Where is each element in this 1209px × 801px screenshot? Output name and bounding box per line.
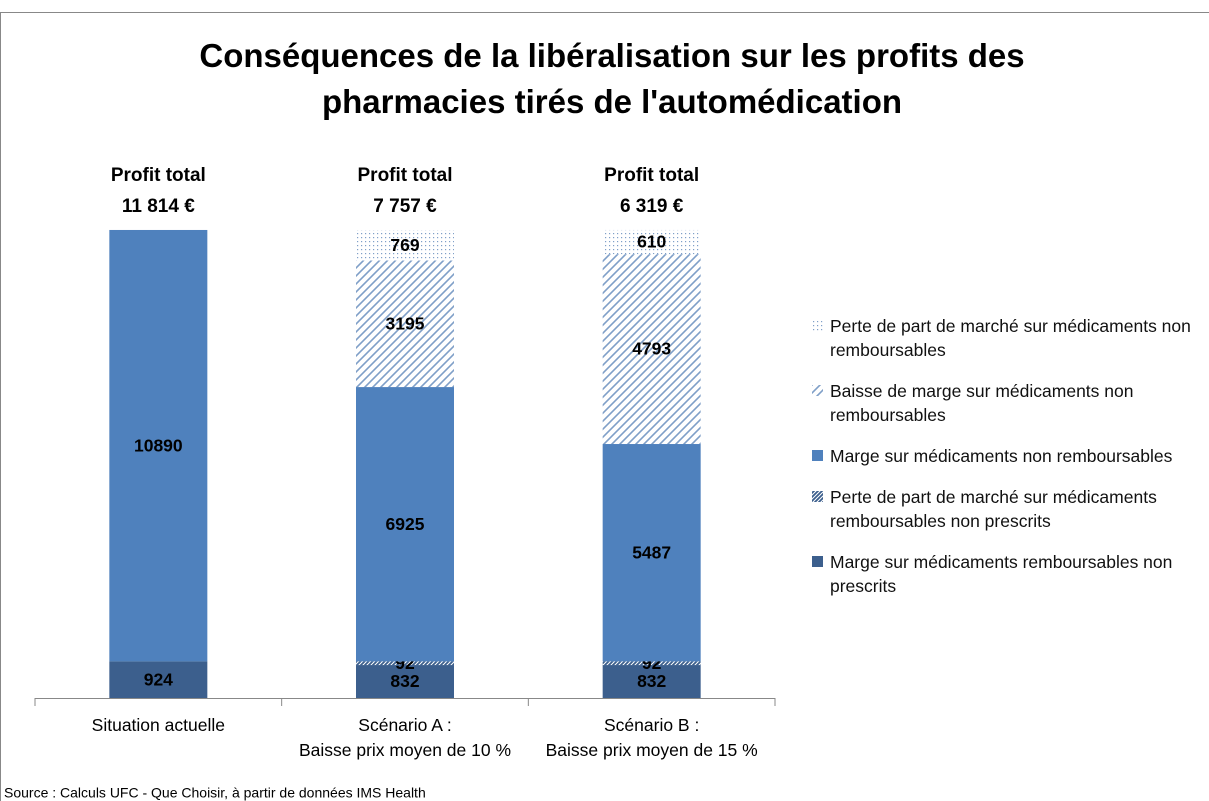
bar-segment [602,661,701,666]
legend-swatch [812,491,823,502]
bar-segment [356,661,454,666]
bar-segment [602,665,701,698]
value-label: 5487 [632,542,671,562]
x-tick-label: Scénario B : Baisse prix moyen de 15 % [546,715,758,760]
legend-item: Baisse de marge sur médicaments non remb… [812,379,1204,427]
bar-segment [356,230,454,261]
legend: Perte de part de marché sur médicaments … [812,314,1204,615]
legend-item: Perte de part de marché sur médicaments … [812,314,1204,362]
bar-segment [356,665,454,698]
total-label: Profit total 7 757 € [358,165,453,217]
legend-swatch [812,556,823,567]
bar-segment [602,229,701,255]
frame [0,12,1209,801]
legend-swatch [812,385,823,396]
legend-marker [812,320,823,331]
value-label: 832 [390,671,419,691]
total-label: Profit total 11 814 € [111,165,206,217]
bar-segment [356,260,454,388]
bar-segment [602,254,701,445]
legend-label: Marge sur médicaments non remboursables [830,446,1173,466]
value-label: 3195 [386,313,425,333]
value-label: 610 [637,232,666,252]
legend-marker [812,556,823,567]
value-label: 6925 [386,514,425,534]
bar-segment [356,387,454,662]
x-tick-label: Situation actuelle [92,715,225,735]
legend-label: Perte de part de marché sur médicaments … [830,487,1157,531]
legend-marker [812,385,823,396]
legend-item: Perte de part de marché sur médicaments … [812,485,1204,533]
legend-label: Perte de part de marché sur médicaments … [830,316,1191,360]
legend-item: Marge sur médicaments remboursables non … [812,550,1204,598]
value-label: 832 [637,671,666,691]
bar-segment [109,661,208,698]
chart-title: Conséquences de la libéralisation sur le… [199,37,1024,120]
value-label: 769 [390,235,419,255]
x-tick-label: Scénario A : Baisse prix moyen de 10 % [299,715,511,760]
total-label: Profit total 6 319 € [604,165,699,217]
legend-marker [812,450,823,461]
bar-segment [109,229,208,662]
value-label: 4793 [632,339,671,359]
legend-item: Marge sur médicaments non remboursables [812,444,1204,468]
source: Source : Calculs UFC - Que Choisir, à pa… [4,785,426,801]
bar-segment [602,444,701,662]
legend-label: Baisse de marge sur médicaments non remb… [830,381,1134,425]
value-label: 924 [144,669,173,689]
legend-swatch [812,450,823,461]
legend-marker [812,491,823,502]
legend-swatch [812,320,823,331]
value-label: 10890 [134,435,183,455]
legend-label: Marge sur médicaments remboursables non … [830,552,1173,596]
